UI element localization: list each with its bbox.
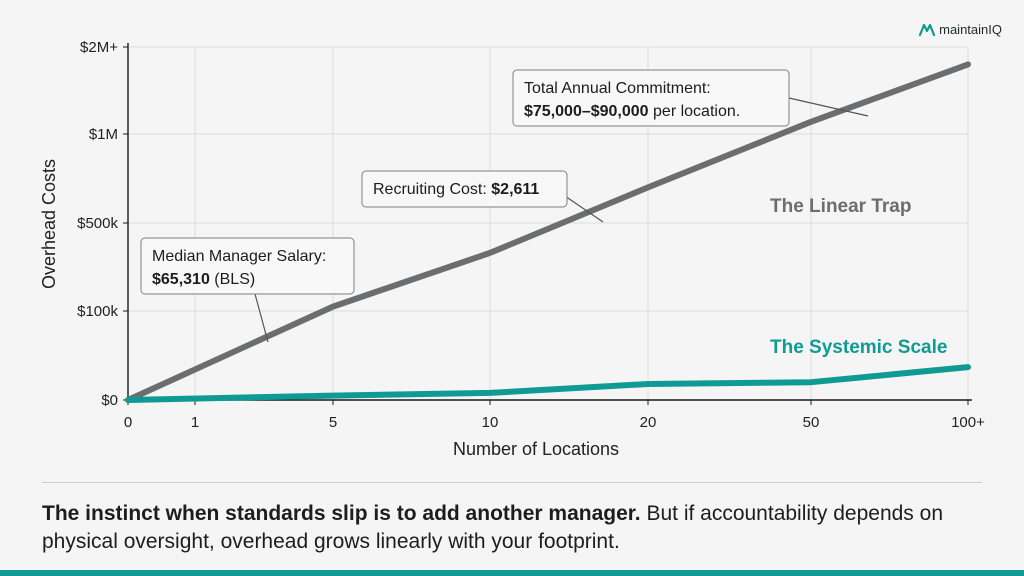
axes: 0 1 5 10 20 50 100+ $0 $100k $500k $1M $2M+ Number o… [39, 39, 985, 459]
grid [128, 46, 969, 400]
x-tick-label: 1 [191, 414, 199, 431]
x-tick-label: 50 [803, 414, 820, 431]
annotation-leader [564, 195, 604, 223]
annotation-median-salary-text: $65,310 (BLS) [152, 271, 255, 288]
footer-divider [42, 482, 982, 483]
annotation-recruiting-cost-box [361, 170, 568, 208]
y-tick-label: $0 [101, 392, 118, 409]
x-axis-title: Number of Locations [453, 439, 619, 459]
bottom-accent-bar [0, 570, 1024, 576]
footer-text: The instinct when standards slip is to a… [42, 500, 982, 556]
annotation-segment: Recruiting Cost: [373, 181, 491, 198]
annotation-median-salary-box [140, 237, 355, 295]
x-tick-label: 10 [482, 414, 499, 431]
y-axis-title: Overhead Costs [39, 159, 59, 289]
annotation-segment: (BLS) [210, 271, 255, 288]
series-label-systemic-scale: The Systemic Scale [770, 337, 947, 358]
series-label-linear-trap: The Linear Trap [770, 196, 911, 217]
annotation-segment: $75,000–$90,000 [524, 103, 649, 120]
annotation-segment: $2,611 [491, 181, 539, 198]
annotation-segment: Median Manager Salary: [152, 248, 326, 265]
annotation-leader [254, 293, 269, 343]
maintainiq-logo-icon [919, 23, 936, 36]
x-tick-label: 20 [640, 414, 657, 431]
x-tick-label: 100+ [951, 414, 985, 431]
annotation-median-salary-text: Median Manager Salary: [152, 248, 326, 265]
y-tick-label: $500k [77, 215, 118, 232]
annotation-recruiting-cost-text: Recruiting Cost: $2,611 [373, 181, 539, 198]
annotation-leader [788, 97, 869, 117]
footer-normal: But if accountability depends on physica… [42, 502, 943, 553]
annotation-segment: per location. [649, 103, 741, 120]
footer-bold: The instinct when standards slip is to a… [42, 502, 641, 525]
annotation-segment: $65,310 [152, 271, 210, 288]
annotation-total-commitment-box [512, 69, 790, 127]
annotation-total-commitment-text: Total Annual Commitment: [524, 80, 711, 97]
series-line-1 [125, 364, 971, 403]
annotation-total-commitment-text: $75,000–$90,000 per location. [524, 103, 740, 120]
y-tick-label: $100k [77, 303, 118, 320]
annotations: Median Manager Salary: $65,310 (BLS) Recru… [140, 69, 869, 343]
x-tick-label: 5 [329, 414, 337, 431]
brand-name: maintainIQ [939, 22, 1002, 37]
brand-logo: maintainIQ [919, 22, 1002, 37]
x-tick-label: 0 [124, 414, 132, 431]
annotation-segment: Total Annual Commitment: [524, 80, 711, 97]
y-tick-label: $2M+ [80, 39, 118, 56]
series-layer: The Linear Trap The Systemic Scale [125, 61, 971, 403]
y-tick-label: $1M [89, 126, 118, 143]
series-line-0 [125, 61, 971, 403]
